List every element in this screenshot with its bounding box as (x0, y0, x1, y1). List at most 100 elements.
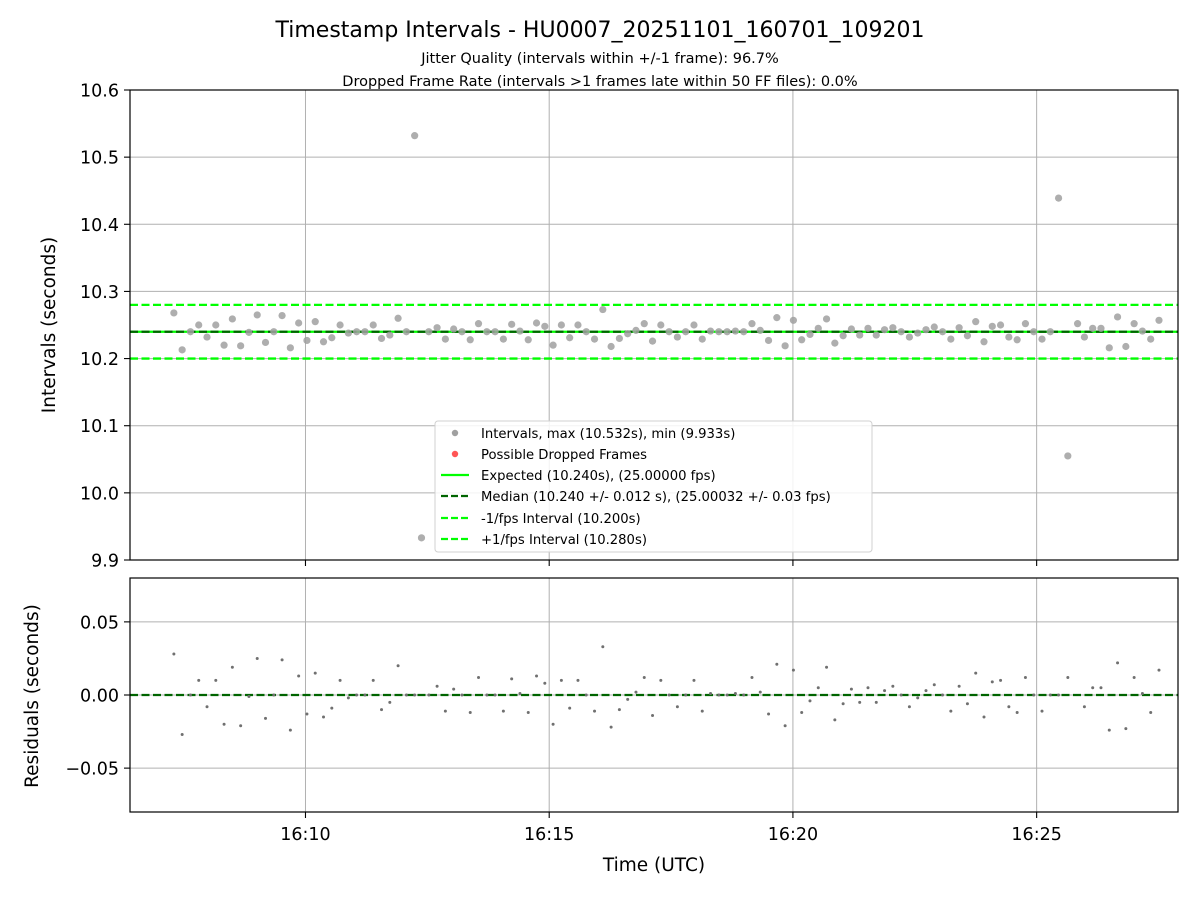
residual-point (924, 689, 928, 693)
intervals-panel: 9.9 10.0 10.1 10.2 10.3 10.4 10.5 10.6 Interval… (39, 82, 1179, 572)
interval-point (690, 321, 698, 329)
residual-point (659, 678, 663, 682)
residual-point (808, 699, 812, 703)
interval-point (178, 346, 186, 354)
residual-point (1032, 693, 1036, 697)
residual-point (388, 700, 392, 704)
residual-point (180, 732, 184, 736)
interval-point (706, 327, 715, 335)
interval-point (590, 335, 599, 343)
interval-point (319, 338, 328, 346)
interval-point (1013, 336, 1021, 344)
residual-point (858, 700, 862, 704)
residual-point (990, 680, 994, 684)
interval-point (922, 326, 930, 334)
residual-point (468, 711, 472, 715)
interval-point (433, 324, 441, 332)
interval-point (740, 328, 748, 336)
interval-point (1138, 327, 1147, 335)
y-tick-label: 0.00 (80, 687, 119, 707)
interval-point (286, 344, 294, 352)
interval-point (599, 305, 607, 314)
interval-point (411, 132, 419, 140)
residual-point (1082, 705, 1086, 709)
residual-point (733, 692, 737, 696)
interval-point (1030, 328, 1038, 336)
interval-point (996, 321, 1005, 329)
residual-point (833, 718, 837, 722)
y-tick-label: 9.9 (91, 552, 119, 572)
residual-point (891, 684, 895, 688)
residual-point (1116, 661, 1120, 665)
interval-point (905, 333, 914, 341)
residuals-points (172, 645, 1161, 736)
residual-point (634, 690, 638, 694)
residual-point (297, 674, 301, 678)
interval-point (336, 321, 344, 329)
interval-point (524, 336, 532, 344)
residual-point (841, 702, 845, 706)
residual-point (982, 715, 986, 719)
residual-point (849, 687, 853, 691)
legend: Intervals, max (10.532s), min (9.933s) P… (434, 420, 873, 553)
interval-point (245, 328, 253, 336)
residual-point (214, 678, 218, 682)
residual-point (725, 693, 729, 697)
residual-point (1124, 727, 1128, 731)
interval-point (566, 334, 574, 342)
interval-point (839, 332, 847, 340)
residual-point (642, 675, 646, 679)
residual-point (626, 697, 630, 701)
residual-point (346, 696, 350, 700)
interval-point (1122, 342, 1130, 351)
residual-point (742, 693, 746, 697)
intervals-points (170, 132, 1163, 542)
residual-point (222, 722, 226, 726)
residual-point (510, 677, 514, 681)
interval-point (270, 328, 278, 336)
y-tick-label: 10.4 (80, 216, 119, 236)
interval-point (640, 320, 648, 328)
intervals-reference-lines (130, 303, 1178, 360)
interval-point (186, 328, 195, 336)
interval-point (748, 320, 756, 328)
residual-point (816, 686, 820, 690)
interval-point (369, 321, 377, 329)
residual-point (371, 678, 375, 682)
interval-point (938, 328, 947, 336)
interval-point (549, 341, 557, 349)
residuals-x-ticks: 16:10 16:15 16:20 16:25 (280, 812, 1062, 845)
residual-point (576, 678, 580, 682)
y-tick-label: 10.1 (80, 417, 119, 437)
interval-point (212, 321, 220, 329)
residuals-y-ticks: 0.05 0.00 −0.05 (65, 613, 130, 780)
interval-point (897, 328, 905, 336)
residuals-panel: 0.05 0.00 −0.05 16:10 16:15 16:20 16:25 Resid… (22, 577, 1179, 876)
residual-point (272, 693, 276, 697)
interval-point (632, 326, 640, 334)
interval-point (394, 314, 402, 322)
interval-point (665, 328, 673, 336)
residual-point (899, 693, 903, 697)
residual-point (866, 686, 870, 690)
residual-point (1057, 693, 1061, 697)
interval-point (295, 319, 303, 327)
residual-point (825, 665, 829, 669)
interval-point (1147, 335, 1155, 343)
residual-point (535, 674, 539, 678)
residual-point (460, 693, 464, 697)
interval-point (541, 322, 549, 330)
residual-point (452, 687, 456, 691)
residual-point (247, 694, 251, 698)
y-tick-label: 10.3 (80, 283, 119, 303)
interval-point (955, 324, 963, 332)
legend-dropped-marker (451, 450, 459, 458)
residual-point (1091, 686, 1095, 690)
residual-point (413, 693, 417, 697)
interval-point (353, 328, 361, 336)
residual-point (750, 675, 754, 679)
residual-point (188, 693, 192, 697)
residual-point (999, 678, 1003, 682)
residual-point (355, 693, 359, 697)
interval-point (582, 328, 590, 336)
